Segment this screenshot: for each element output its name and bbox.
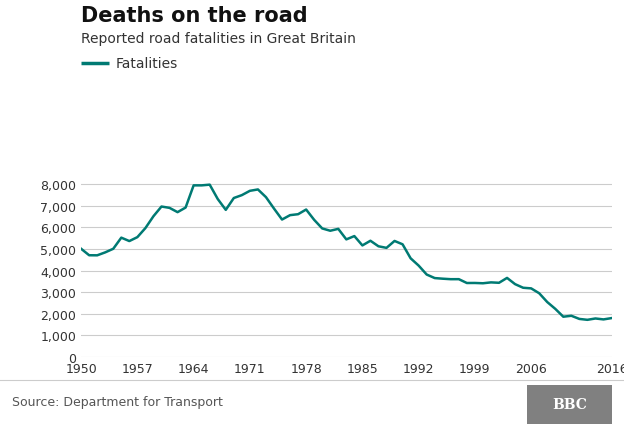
Text: Fatalities: Fatalities <box>115 57 178 71</box>
Text: Source: Department for Transport: Source: Department for Transport <box>12 396 223 408</box>
Text: BBC: BBC <box>552 397 587 411</box>
Text: Reported road fatalities in Great Britain: Reported road fatalities in Great Britai… <box>81 32 356 46</box>
Text: Deaths on the road: Deaths on the road <box>81 6 308 26</box>
